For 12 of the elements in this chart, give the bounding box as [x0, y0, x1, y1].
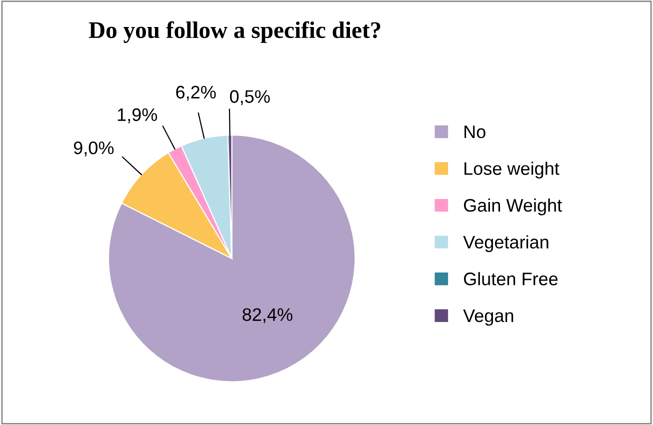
- data-label: 9,0%: [74, 141, 114, 156]
- legend-label: No: [464, 126, 486, 138]
- legend-label: Gluten Free: [464, 272, 558, 286]
- legend-label: Vegetarian: [463, 235, 548, 252]
- legend-label: Lose weight: [464, 162, 560, 179]
- chart-title: Do you follow a specific diet?: [88, 21, 380, 43]
- data-label: 6,2%: [176, 86, 216, 101]
- legend-label: Gain Weight: [464, 198, 562, 216]
- data-label: 0,5%: [230, 90, 270, 106]
- data-label: 82,4%: [242, 308, 292, 324]
- data-label: 1,9%: [118, 108, 158, 124]
- legend-label: Vegan: [463, 310, 514, 326]
